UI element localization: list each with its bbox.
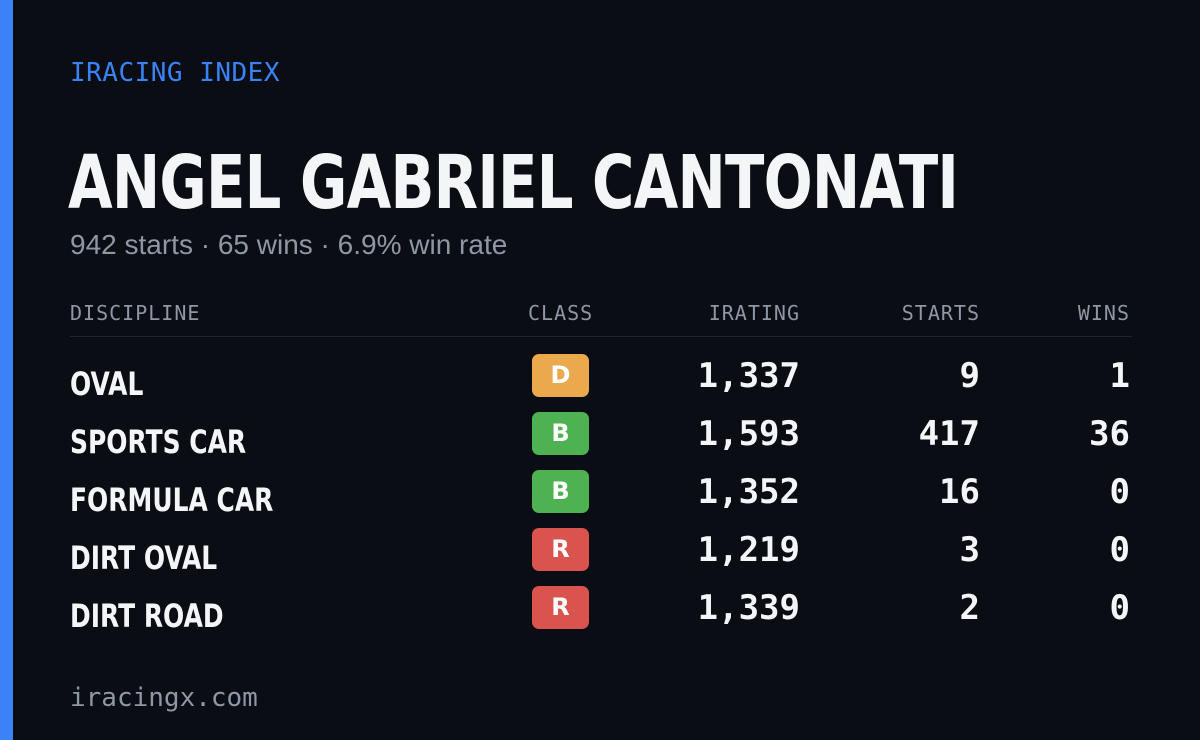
column-header-irating: IRATING <box>708 301 800 325</box>
table-row: OVAL D 1,337 9 1 <box>0 352 1200 410</box>
discipline-name: SPORTS CAR <box>70 423 247 461</box>
irating-value: 1,593 <box>697 414 800 454</box>
wins-value: 0 <box>1109 588 1130 628</box>
class-badge: B <box>532 412 589 455</box>
starts-value: 2 <box>959 588 980 628</box>
discipline-name: DIRT OVAL <box>70 539 218 577</box>
table-row: SPORTS CAR B 1,593 417 36 <box>0 410 1200 468</box>
table-row: FORMULA CAR B 1,352 16 0 <box>0 468 1200 526</box>
table-row: DIRT ROAD R 1,339 2 0 <box>0 584 1200 642</box>
wins-value: 36 <box>1089 414 1130 454</box>
accent-bar <box>0 0 13 740</box>
starts-value: 16 <box>939 472 980 512</box>
header-divider <box>70 336 1132 337</box>
table-body: OVAL D 1,337 9 1 SPORTS CAR B 1,593 417 … <box>0 352 1200 642</box>
wins-value: 0 <box>1109 530 1130 570</box>
wins-value: 0 <box>1109 472 1130 512</box>
discipline-name: FORMULA CAR <box>70 481 274 519</box>
starts-value: 3 <box>959 530 980 570</box>
table-row: DIRT OVAL R 1,219 3 0 <box>0 526 1200 584</box>
irating-value: 1,219 <box>697 530 800 570</box>
irating-value: 1,352 <box>697 472 800 512</box>
irating-value: 1,339 <box>697 588 800 628</box>
discipline-name: OVAL <box>70 365 144 403</box>
class-badge: R <box>532 586 589 629</box>
column-header-class: CLASS <box>528 301 594 325</box>
class-badge: B <box>532 470 589 513</box>
starts-value: 417 <box>918 414 980 454</box>
column-header-discipline: DISCIPLINE <box>70 301 201 325</box>
footer-site-link[interactable]: iracingx.com <box>70 683 258 713</box>
irating-value: 1,337 <box>697 356 800 396</box>
discipline-name: DIRT ROAD <box>70 597 224 635</box>
class-badge: D <box>532 354 589 397</box>
driver-name: ANGEL GABRIEL CANTONATI <box>68 140 959 226</box>
brand-label: IRACING INDEX <box>70 58 280 88</box>
driver-summary: 942 starts · 65 wins · 6.9% win rate <box>70 229 508 260</box>
class-badge: R <box>532 528 589 571</box>
column-header-starts: STARTS <box>901 301 980 325</box>
wins-value: 1 <box>1109 356 1130 396</box>
starts-value: 9 <box>959 356 980 396</box>
column-header-wins: WINS <box>1077 301 1130 325</box>
